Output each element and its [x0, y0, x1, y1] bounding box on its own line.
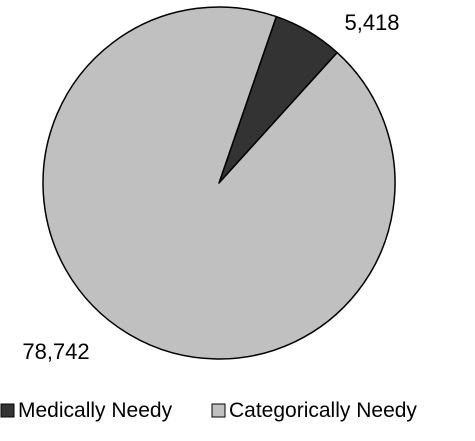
- data-label-categorically-needy: 78,742: [22, 339, 89, 364]
- data-label-medically-needy: 5,418: [344, 10, 399, 35]
- legend-swatch-medically-needy: [0, 403, 15, 418]
- legend-swatch-categorically-needy: [211, 403, 226, 418]
- legend-label-categorically-needy: Categorically Needy: [229, 399, 417, 422]
- pie-slices: [42, 6, 396, 360]
- pie-data-labels: 5,418 78,742: [22, 10, 399, 364]
- pie-slice-categorically-needy: [42, 6, 396, 360]
- legend: Medically Needy Categorically Needy: [0, 399, 417, 422]
- legend-label-medically-needy: Medically Needy: [18, 399, 173, 422]
